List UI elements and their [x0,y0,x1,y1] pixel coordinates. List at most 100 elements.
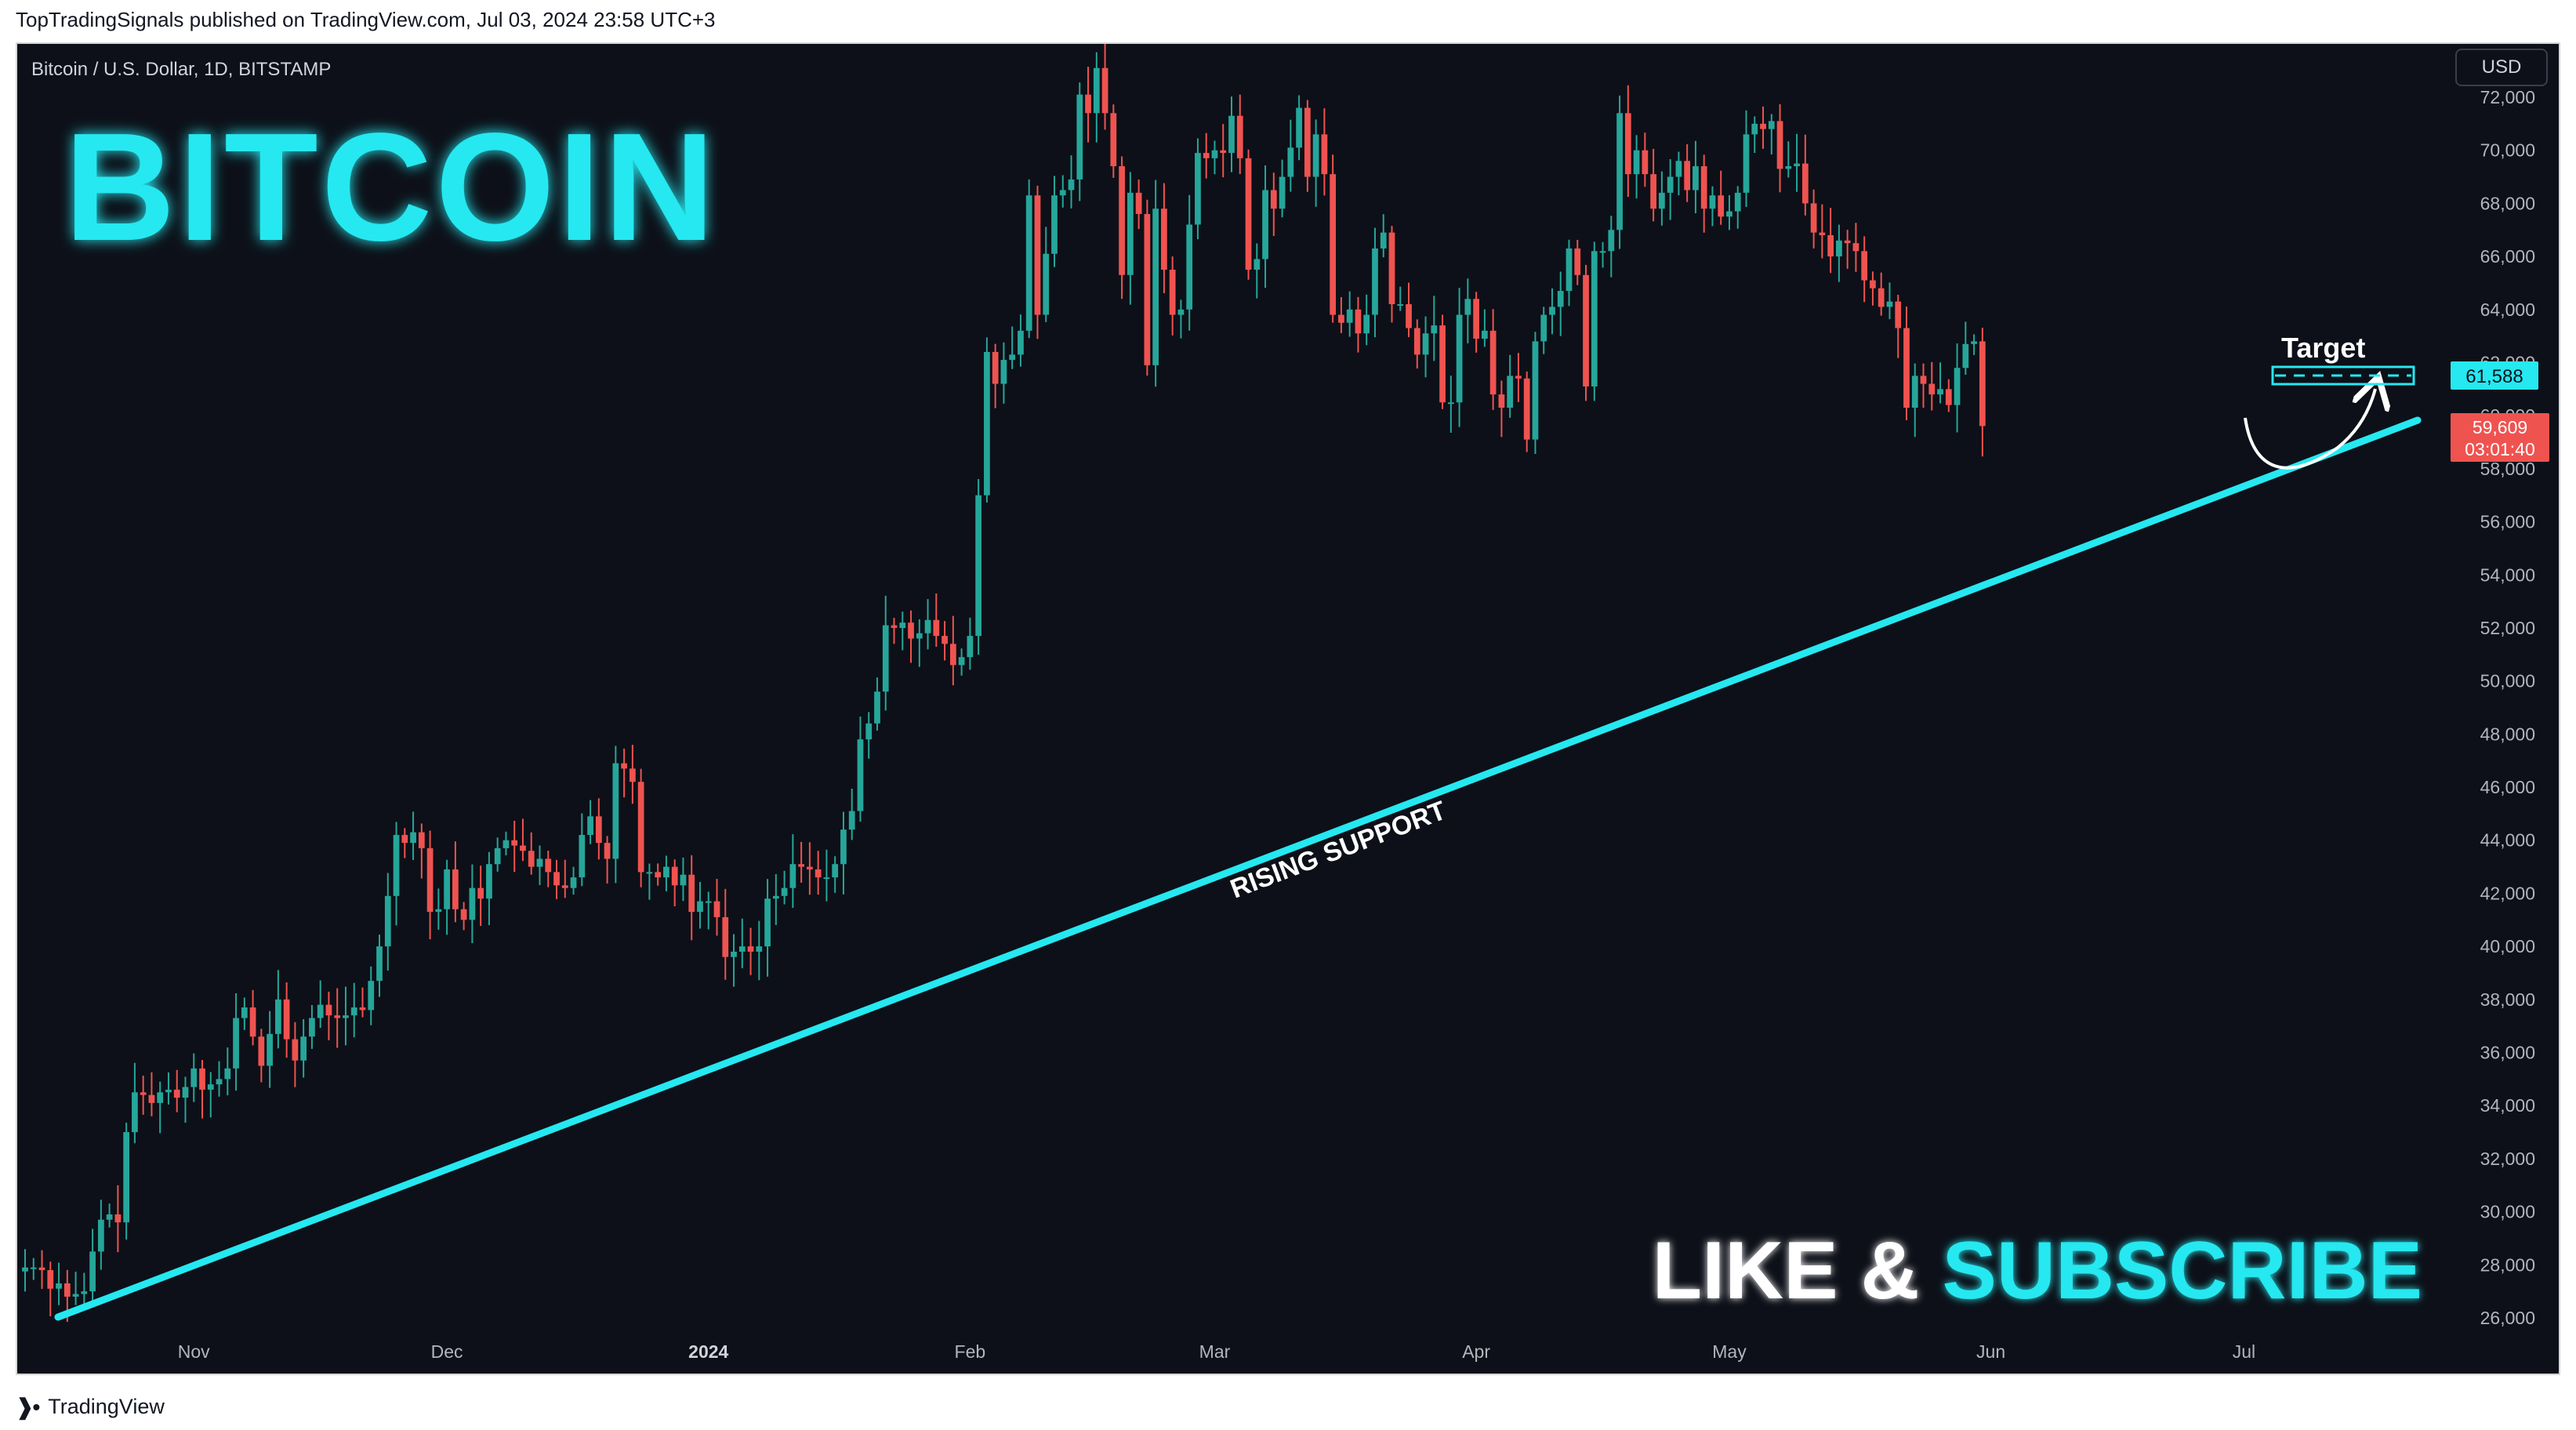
candle-body [1009,354,1016,361]
price-tick-label: 36,000 [2480,1043,2535,1063]
candle-body [334,1015,341,1018]
candle-body [1870,280,1876,289]
candle-body [1380,232,1387,249]
projection-arrow [2244,389,2375,470]
like-text: LIKE & [1653,1225,1943,1316]
candle-body [1447,402,1454,405]
candle-body [772,895,779,899]
candle-body [1413,328,1420,355]
candle-body [359,1007,366,1011]
candle-body [224,1068,231,1080]
publication-header: TopTradingSignals published on TradingVi… [16,8,716,31]
candle-body [561,885,568,888]
candle-body [697,901,703,913]
candle-body [1726,211,1732,217]
candle-body [1076,94,1083,180]
price-tick-label: 72,000 [2480,87,2535,107]
candle-body [1591,251,1598,387]
candle-body [249,1007,256,1037]
candle-body [1270,190,1277,209]
candle-body [1599,251,1606,253]
candle-body [1000,360,1007,384]
candle-body [309,1018,315,1037]
candle-body [1177,309,1185,315]
candle-body [426,847,434,913]
candle-body [1312,134,1319,177]
candle-body [1018,330,1024,355]
candle-body [1540,314,1547,342]
candle-body [840,829,847,865]
price-tick-label: 64,000 [2480,299,2535,320]
candle-body [671,866,678,886]
candle-body [1228,115,1235,154]
candle-body [1700,166,1707,209]
candle-body [1338,314,1344,323]
candlestick-chart[interactable]: 26,000 28,000 30,000 32,000 34,000 36,000 38,0… [17,44,2559,1374]
price-tick-label: 28,000 [2480,1254,2535,1275]
price-axis: 26,000 28,000 30,000 32,000 34,000 36,000 38,0… [2480,87,2535,1328]
target-label: Target [2281,332,2365,364]
tradingview-logo-icon: ❱• [16,1394,40,1419]
target-zone[interactable] [2271,365,2415,386]
candle-body [317,1004,324,1018]
candle-body [190,1068,198,1087]
candle-body [173,1089,180,1098]
candle-body [1920,376,1927,384]
candle-body [140,1092,147,1095]
tradingview-brand[interactable]: TradingView [48,1394,165,1418]
time-tick-label: 2024 [688,1341,728,1362]
price-tick-label: 42,000 [2480,883,2535,903]
candle-body [274,999,281,1034]
candle-body [1718,195,1725,217]
rising-support-line[interactable] [54,416,2422,1321]
candle-body [1895,301,1902,328]
candle-body [1911,376,1918,408]
candle-body [536,858,543,867]
price-tick-label: 58,000 [2480,459,2535,479]
candle-body [283,999,290,1040]
time-tick-label: Mar [1199,1341,1231,1362]
candle-body [38,1267,45,1271]
currency-button[interactable]: USD [2455,49,2548,86]
candle-body [705,901,712,903]
candle-body [1954,368,1961,405]
price-tick-label: 46,000 [2480,777,2535,797]
candle-body [1861,251,1868,281]
candle-body [123,1132,130,1223]
price-tick-label: 54,000 [2480,564,2535,585]
time-tick-label: Dec [431,1341,463,1362]
candle-body [815,869,822,878]
price-tick-label: 30,000 [2480,1202,2535,1222]
chart-panel[interactable]: 26,000 28,000 30,000 32,000 34,000 36,000 38,0… [16,42,2560,1375]
candle-body [949,644,956,666]
candle-body [823,877,830,880]
candle-body [1633,150,1640,175]
candle-body [1962,343,1969,368]
candle-body [1768,121,1775,129]
candle-body [612,763,619,859]
candle-body [1498,394,1505,408]
candle-body [376,946,383,982]
candle-body [511,840,518,846]
candle-body [1971,341,1977,344]
candle-body [975,495,982,637]
candle-body [199,1068,205,1090]
candle-body [1068,179,1075,191]
candle-body [798,864,805,867]
candle-body [1557,291,1564,307]
candle-body [1709,195,1716,209]
candle-body [1903,328,1910,408]
last-price-tag-bg [2451,413,2549,462]
candle-body [1945,389,1952,405]
candle-body [992,351,999,384]
candle-body [570,877,577,888]
candle-body [325,1004,332,1016]
candle-body [520,845,526,851]
candle-body [469,887,476,920]
candle-body [1220,150,1227,154]
candle-body [368,981,375,1011]
candle-body [789,864,796,888]
candle-body [292,1039,299,1061]
candle-body [81,1291,88,1294]
candle-body [807,866,813,869]
